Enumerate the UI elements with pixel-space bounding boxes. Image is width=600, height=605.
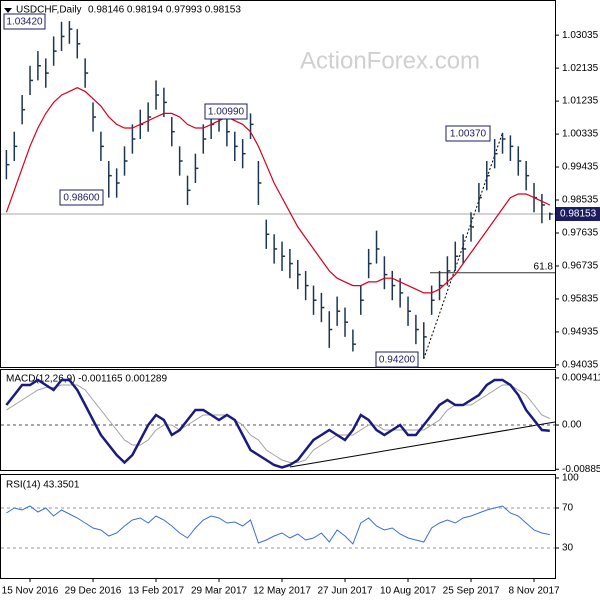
y-tick-label: 0.99435 bbox=[562, 162, 599, 173]
title-values: 0.98146 0.98194 0.97993 0.98153 bbox=[88, 5, 241, 16]
x-tick-label: 29 Mar 2017 bbox=[191, 586, 248, 597]
y-tick-label: 0.94035 bbox=[562, 360, 599, 371]
y-tick-label: 1.00335 bbox=[562, 129, 599, 140]
macd-trendline bbox=[289, 421, 556, 468]
x-tick-label: 8 Nov 2017 bbox=[508, 586, 560, 597]
macd-line bbox=[6, 384, 551, 463]
price-label-box bbox=[204, 103, 248, 120]
y-tick-label: 0.95835 bbox=[562, 294, 599, 305]
y-tick-label: 0.98535 bbox=[562, 195, 599, 206]
price-label: 0.94200 bbox=[379, 355, 416, 366]
y-tick-label: 1.03035 bbox=[562, 30, 599, 41]
y-tick-label: 0.00 bbox=[562, 420, 582, 431]
price-panel bbox=[0, 0, 556, 368]
last-price-box bbox=[556, 207, 600, 222]
x-tick-label: 25 Sep 2017 bbox=[443, 586, 500, 597]
x-tick-label: 13 Feb 2017 bbox=[128, 586, 185, 597]
macd-line bbox=[5, 378, 550, 469]
price-label-box bbox=[3, 13, 46, 30]
x-tick-label: 10 Aug 2017 bbox=[380, 586, 437, 597]
macd-title: MACD(12,26,9) -0.001165 0.001289 bbox=[6, 374, 167, 385]
price-label: 1.00990 bbox=[208, 107, 245, 118]
macd-panel bbox=[0, 369, 556, 471]
y-tick-label: 30 bbox=[562, 543, 574, 554]
watermark: ActionForex.com bbox=[300, 47, 480, 74]
y-tick-label: 0.94935 bbox=[562, 327, 599, 338]
x-tick-label: 15 Nov 2016 bbox=[2, 586, 59, 597]
price-label-box bbox=[375, 351, 419, 368]
x-tick-label: 12 May 2017 bbox=[253, 586, 311, 597]
x-tick-label: 29 Dec 2016 bbox=[65, 586, 122, 597]
rsi-panel bbox=[0, 474, 556, 579]
price-label-box bbox=[59, 189, 104, 206]
price-label: 1.00370 bbox=[450, 129, 487, 140]
y-tick-label: 1.02135 bbox=[562, 63, 599, 74]
y-tick-label: 1.01235 bbox=[562, 96, 599, 107]
x-tick-label: 27 Jun 2017 bbox=[317, 586, 372, 597]
price-label: 0.98600 bbox=[63, 193, 100, 204]
rsi-title: RSI(14) 43.3501 bbox=[6, 480, 80, 491]
y-tick-label: 0.009411 bbox=[562, 373, 600, 384]
y-tick-label: -0.008852 bbox=[562, 464, 600, 475]
chart-title: USDCHF,Daily bbox=[16, 5, 82, 16]
menu-arrow bbox=[4, 8, 12, 13]
ma-line bbox=[5, 87, 551, 294]
y-tick-label: 0.96735 bbox=[562, 261, 599, 272]
y-tick-label: 0.97635 bbox=[562, 228, 599, 239]
fib-label: 61.8 bbox=[534, 261, 554, 272]
y-tick-label: 70 bbox=[562, 503, 574, 514]
y-tick-label: 100 bbox=[562, 473, 579, 484]
rsi-line bbox=[6, 505, 550, 545]
price-label: 1.03420 bbox=[6, 17, 43, 28]
last-price-label: 0.98153 bbox=[560, 209, 597, 220]
price-label-box bbox=[445, 125, 491, 142]
